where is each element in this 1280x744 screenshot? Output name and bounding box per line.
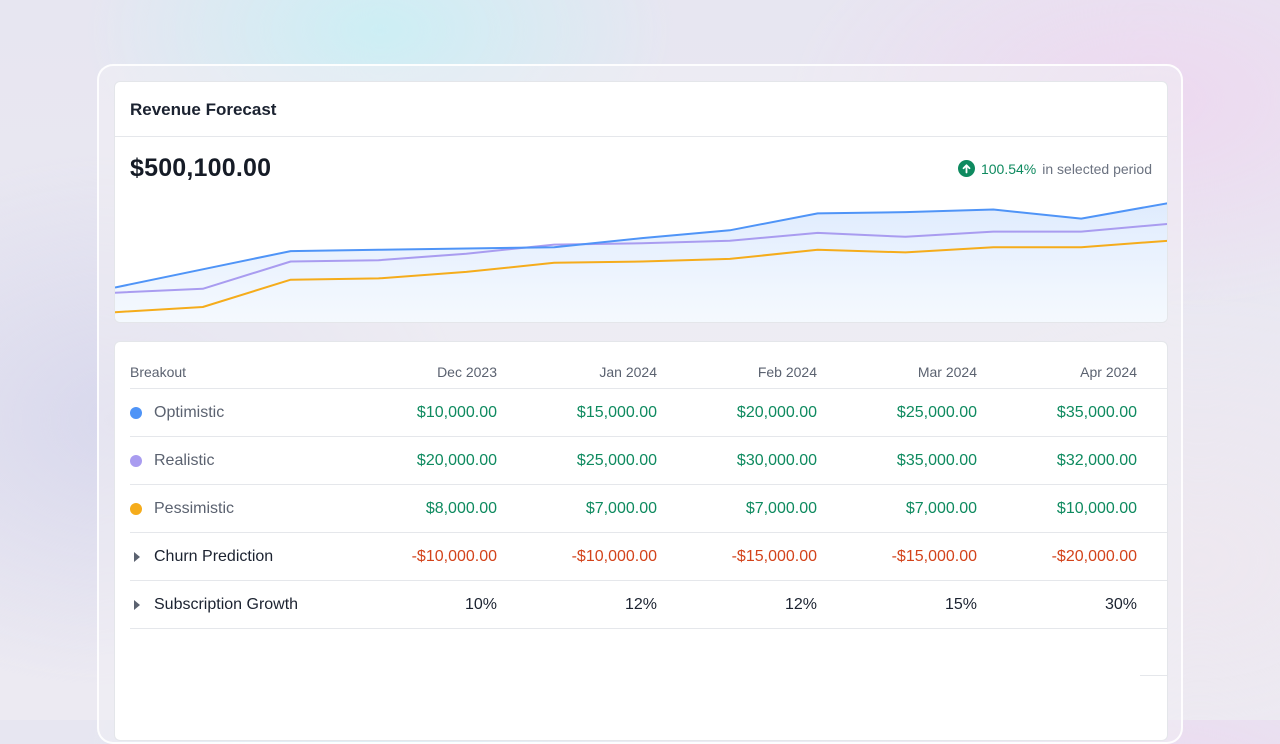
table-cell: $30,000.00 [736, 451, 817, 469]
row-label: Realistic [154, 451, 215, 469]
row-label: Pessimistic [154, 499, 235, 517]
table-cell: $35,000.00 [896, 451, 977, 469]
table-cell: 12% [784, 595, 817, 613]
expand-caret-icon[interactable] [134, 551, 140, 562]
table-row-subscription-growth[interactable]: Subscription Growth 10% 12% 12% 15% 30% [130, 581, 1167, 629]
header-month: Feb 2024 [757, 364, 817, 380]
breakout-table-card: Breakout Dec 2023 Jan 2024 Feb 2024 Mar … [114, 341, 1168, 741]
period-change-label: in selected period [1042, 160, 1152, 177]
table-cell: $15,000.00 [576, 403, 657, 421]
table-cell: -$20,000.00 [1051, 547, 1137, 565]
arrow-up-circle-icon [957, 160, 975, 177]
table-cell: $10,000.00 [416, 403, 497, 421]
table-cell: $7,000.00 [585, 499, 657, 517]
table-row-pessimistic: Pessimistic $8,000.00 $7,000.00 $7,000.0… [130, 485, 1167, 533]
optimistic-area [115, 203, 1167, 322]
table-divider [1140, 675, 1167, 676]
card-title: Revenue Forecast [130, 100, 277, 119]
table-cell: $25,000.00 [896, 403, 977, 421]
table-cell: -$15,000.00 [891, 547, 977, 565]
table-cell: $32,000.00 [1056, 451, 1137, 469]
table-cell: -$10,000.00 [571, 547, 657, 565]
table-cell: $8,000.00 [425, 499, 497, 517]
series-line-pessimistic [115, 239, 1167, 314]
row-label: Churn Prediction [154, 547, 274, 565]
table-cell: $7,000.00 [905, 499, 977, 517]
period-change-percent: 100.54% [980, 160, 1037, 177]
pessimistic-dot-icon [130, 502, 142, 515]
table-row-churn-prediction[interactable]: Churn Prediction -$10,000.00 -$10,000.00… [130, 533, 1167, 581]
table-cell: 30% [1104, 595, 1137, 613]
header-month: Mar 2024 [917, 364, 977, 380]
table-cell: -$10,000.00 [411, 547, 497, 565]
header-month: Apr 2024 [1080, 364, 1137, 380]
header-month: Dec 2023 [437, 364, 497, 380]
revenue-forecast-card: Revenue Forecast $500,100.00 100.54% in … [114, 81, 1168, 323]
forecast-line-chart [115, 202, 1167, 322]
table-cell: $20,000.00 [736, 403, 817, 421]
table-row-optimistic: Optimistic $10,000.00 $15,000.00 $20,000… [130, 389, 1167, 437]
row-label: Subscription Growth [154, 595, 299, 613]
header-month: Jan 2024 [599, 364, 657, 380]
table-cell: $10,000.00 [1056, 499, 1137, 517]
table-cell: 15% [944, 595, 977, 613]
table-header: Breakout Dec 2023 Jan 2024 Feb 2024 Mar … [130, 356, 1167, 389]
table-cell: -$15,000.00 [731, 547, 817, 565]
table-cell: $20,000.00 [416, 451, 497, 469]
row-label: Optimistic [154, 403, 225, 421]
header-breakout: Breakout [130, 364, 187, 380]
optimistic-dot-icon [130, 406, 142, 419]
realistic-dot-icon [130, 454, 142, 467]
period-change-indicator: 100.54% in selected period [957, 160, 1152, 177]
table-cell: $7,000.00 [745, 499, 817, 517]
series-line-realistic [115, 222, 1167, 294]
table-cell: $25,000.00 [576, 451, 657, 469]
series-line-optimistic [115, 202, 1167, 289]
expand-caret-icon[interactable] [134, 599, 140, 610]
total-revenue-value: $500,100.00 [130, 154, 272, 182]
title-divider [115, 136, 1167, 137]
table-cell: 10% [464, 595, 497, 613]
table-cell: $35,000.00 [1056, 403, 1137, 421]
table-row-realistic: Realistic $20,000.00 $25,000.00 $30,000.… [130, 437, 1167, 485]
table-cell: 12% [624, 595, 657, 613]
